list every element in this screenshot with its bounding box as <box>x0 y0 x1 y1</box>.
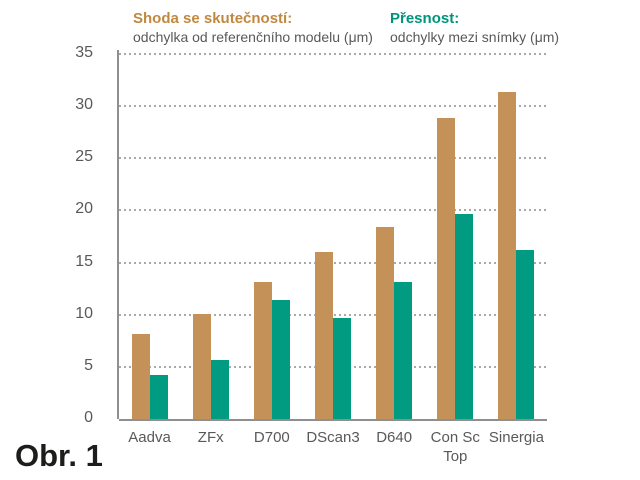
bar-precision-sinergia <box>516 250 535 419</box>
figure-caption: Obr. 1 <box>15 438 103 473</box>
x-axis-category-label: Aadva <box>128 429 171 446</box>
x-axis-category-label: D700 <box>253 429 290 446</box>
bar-precision-dscan3 <box>333 317 351 419</box>
bar-accuracy-d700 <box>253 282 272 419</box>
legend-accuracy-title: Shoda se skutečností: <box>133 10 293 27</box>
legend-item-accuracy: Shoda se skutečností: odchylka od refere… <box>133 10 373 46</box>
bar-precision-d700 <box>271 300 290 419</box>
y-axis-line <box>117 50 119 419</box>
y-axis-tick-label: 20 <box>75 200 93 218</box>
y-axis-tick-label: 5 <box>84 356 93 374</box>
gridline-10 <box>119 313 547 316</box>
y-axis-tick-label: 35 <box>75 44 93 61</box>
gridline-20 <box>119 209 547 212</box>
bar-accuracy-zfx <box>192 313 211 419</box>
y-axis-tick-label: 25 <box>75 148 93 166</box>
bar-accuracy-sinergia <box>498 91 517 419</box>
gridline-15 <box>119 261 547 264</box>
gridline-25 <box>119 157 547 160</box>
bar-accuracy-d640 <box>376 227 395 419</box>
x-axis-category-label: Con Sc Top <box>430 429 480 465</box>
x-axis-category-label: Sinergia <box>488 429 544 446</box>
y-axis-tick-label: 10 <box>75 304 93 322</box>
legend-item-precision: Přesnost: odchylky mezi snímky (μm) <box>390 10 559 46</box>
bar-precision-con-sc-top <box>455 213 474 419</box>
bar-accuracy-aadva <box>131 333 150 419</box>
y-axis-tick-label: 30 <box>75 96 93 114</box>
legend-accuracy-subtitle: odchylka od referenčního modelu (μm) <box>133 29 373 45</box>
legend-precision-title: Přesnost: <box>390 10 460 27</box>
bar-precision-aadva <box>149 375 168 419</box>
x-axis-category-label: D640 <box>376 429 413 446</box>
bar-precision-d640 <box>394 282 413 419</box>
gridline-30 <box>119 105 547 108</box>
x-axis-category-label: DScan3 <box>306 429 360 446</box>
bar-accuracy-dscan3 <box>315 252 333 419</box>
x-axis-category-label: ZFx <box>197 429 224 446</box>
legend-precision-subtitle: odchylky mezi snímky (μm) <box>390 29 560 45</box>
y-axis-tick-label: 15 <box>75 252 93 270</box>
bar-precision-zfx <box>210 359 229 419</box>
bar-accuracy-con-sc-top <box>437 117 456 419</box>
y-axis-tick-label: 0 <box>84 409 93 426</box>
y-axis-labels: 0 5 10 15 20 25 30 35 <box>55 44 105 426</box>
plot-area: Aadva ZFx D700 DScan3 D640 Con Sc Top Sinergia <box>117 50 547 465</box>
gridline-35 <box>119 53 547 55</box>
